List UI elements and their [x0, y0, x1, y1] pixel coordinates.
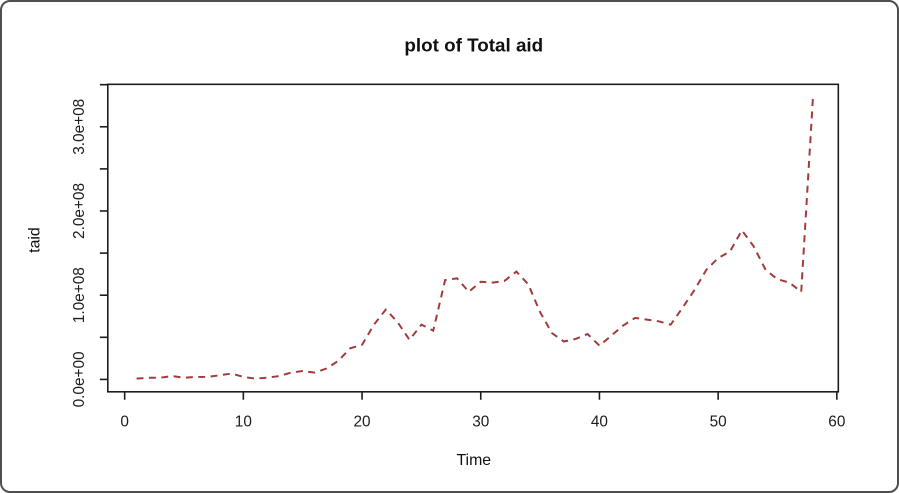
y-tick-label: 2.0e+08: [71, 183, 88, 239]
x-axis-label: Time: [456, 452, 491, 469]
x-tick-label: 20: [354, 414, 371, 431]
y-tick-label: 3.0e+08: [71, 99, 88, 155]
x-tick-label: 10: [235, 414, 252, 431]
x-tick-label: 50: [710, 414, 727, 431]
series-line: [136, 94, 815, 380]
x-tick-label: 60: [828, 414, 845, 431]
axes: 0 10 20 30 40 50 60 0.0e+00 1.0e+08 2.0e+08 3.0e+0…: [71, 83, 845, 431]
x-tick-label: 30: [472, 414, 489, 431]
y-tick-label: 1.0e+08: [71, 267, 88, 323]
y-tick-label: 0.0e+00: [71, 351, 88, 407]
chart-title: plot of Total aid: [404, 35, 543, 56]
y-axis-label: taid: [26, 227, 43, 253]
x-tick-label: 40: [591, 414, 608, 431]
data-series: [136, 94, 815, 380]
x-tick-label: 0: [120, 414, 129, 431]
plot-box: [107, 83, 840, 393]
